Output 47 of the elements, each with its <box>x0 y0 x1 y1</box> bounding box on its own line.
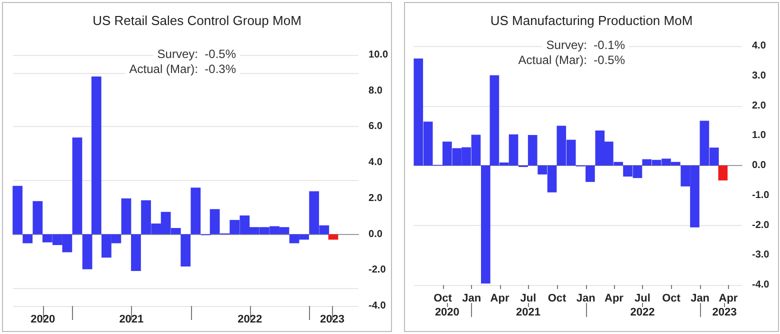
x-tick-label: Jul <box>634 292 650 304</box>
y-tick-label: 0.0 <box>368 228 383 240</box>
y-tick-label: 0.0 <box>752 160 766 171</box>
chart-title: US Retail Sales Control Group MoM <box>92 13 302 28</box>
bar <box>22 234 33 244</box>
x-tick-label: 2020 <box>30 314 56 326</box>
x-tick-label: Jul <box>520 292 536 304</box>
x-tick-label: 2023 <box>320 314 344 326</box>
x-tick-label: 2021 <box>119 314 144 326</box>
annotation: Survey: -0.1% <box>546 38 626 52</box>
x-tick-label: Jan <box>690 292 710 304</box>
x-tick-label: Apr <box>604 292 624 304</box>
x-tick-label: Apr <box>718 292 738 304</box>
y-tick-label: -4.0 <box>368 300 386 312</box>
y-tick-label: 10.0 <box>368 50 388 60</box>
x-tick-label: Oct <box>548 292 567 304</box>
x-tick-label: Oct <box>434 292 452 304</box>
y-tick-label: 8.0 <box>368 85 383 96</box>
x-tick-label: Jan <box>576 292 596 304</box>
chart-title: US Manufacturing Production MoM <box>490 13 693 28</box>
y-tick-label: 6.0 <box>368 121 383 132</box>
y-tick-label: -3.0 <box>752 250 770 261</box>
bar <box>131 234 141 272</box>
y-tick-label: -2.0 <box>752 220 770 231</box>
bar <box>190 188 201 234</box>
x-tick-label: Apr <box>490 292 510 304</box>
annotation: Survey: -0.5% <box>157 47 236 61</box>
bar <box>32 201 43 234</box>
y-tick-label: 4.0 <box>368 157 383 168</box>
annotation: Actual (Mar): -0.5% <box>518 53 626 67</box>
bar <box>72 137 82 234</box>
y-tick-label: 3.0 <box>752 70 766 82</box>
y-tick-label: 2.0 <box>752 100 766 112</box>
y-tick-label: -1.0 <box>752 190 770 201</box>
bar <box>121 198 132 234</box>
x-tick-label: Jan <box>462 292 482 304</box>
y-tick-label: 2.0 <box>368 192 383 204</box>
y-tick-label: -4.0 <box>752 280 770 290</box>
x-tick-label: Oct <box>662 292 681 304</box>
bar <box>12 186 22 234</box>
y-tick-label: 4.0 <box>752 40 766 52</box>
y-tick-label: 1.0 <box>752 130 766 142</box>
annotation: Actual (Mar): -0.3% <box>129 62 236 76</box>
y-tick-label: -2.0 <box>368 264 386 276</box>
bar <box>718 166 728 180</box>
x-tick-label: 2022 <box>238 314 262 326</box>
bar <box>528 135 538 166</box>
